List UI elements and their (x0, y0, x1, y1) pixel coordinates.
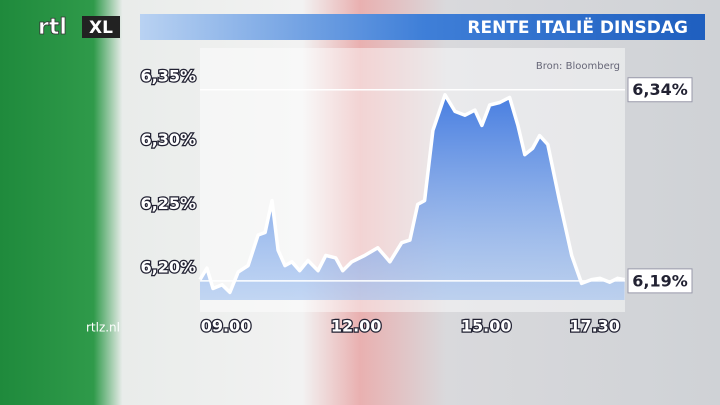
y-tick-label: 6,20% (140, 258, 196, 277)
x-tick-label: 09.00 (201, 317, 252, 336)
logo-rtl: rtl (38, 15, 67, 40)
area (200, 94, 625, 300)
x-tick-label: 15.00 (461, 317, 512, 336)
reference-label: 6,19% (632, 271, 688, 290)
website: rtlz.nl (86, 321, 120, 335)
chart-title: RENTE ITALIË DINSDAG (467, 16, 688, 38)
reference-label: 6,34% (632, 80, 688, 99)
y-tick-label: 6,30% (140, 130, 196, 149)
x-tick-label: 12.00 (331, 317, 382, 336)
x-tick-label: 17.30 (569, 317, 620, 336)
reference-label-box (627, 77, 693, 103)
y-tick-label: 6,35% (140, 67, 196, 86)
source: Bron: Bloomberg (536, 61, 620, 72)
line (198, 93, 625, 295)
logo-xl: XL (89, 18, 113, 38)
y-tick-label: 6,25% (140, 194, 196, 213)
title-bar (140, 14, 705, 40)
reference-label-box (627, 268, 693, 294)
logo-box (82, 16, 120, 38)
